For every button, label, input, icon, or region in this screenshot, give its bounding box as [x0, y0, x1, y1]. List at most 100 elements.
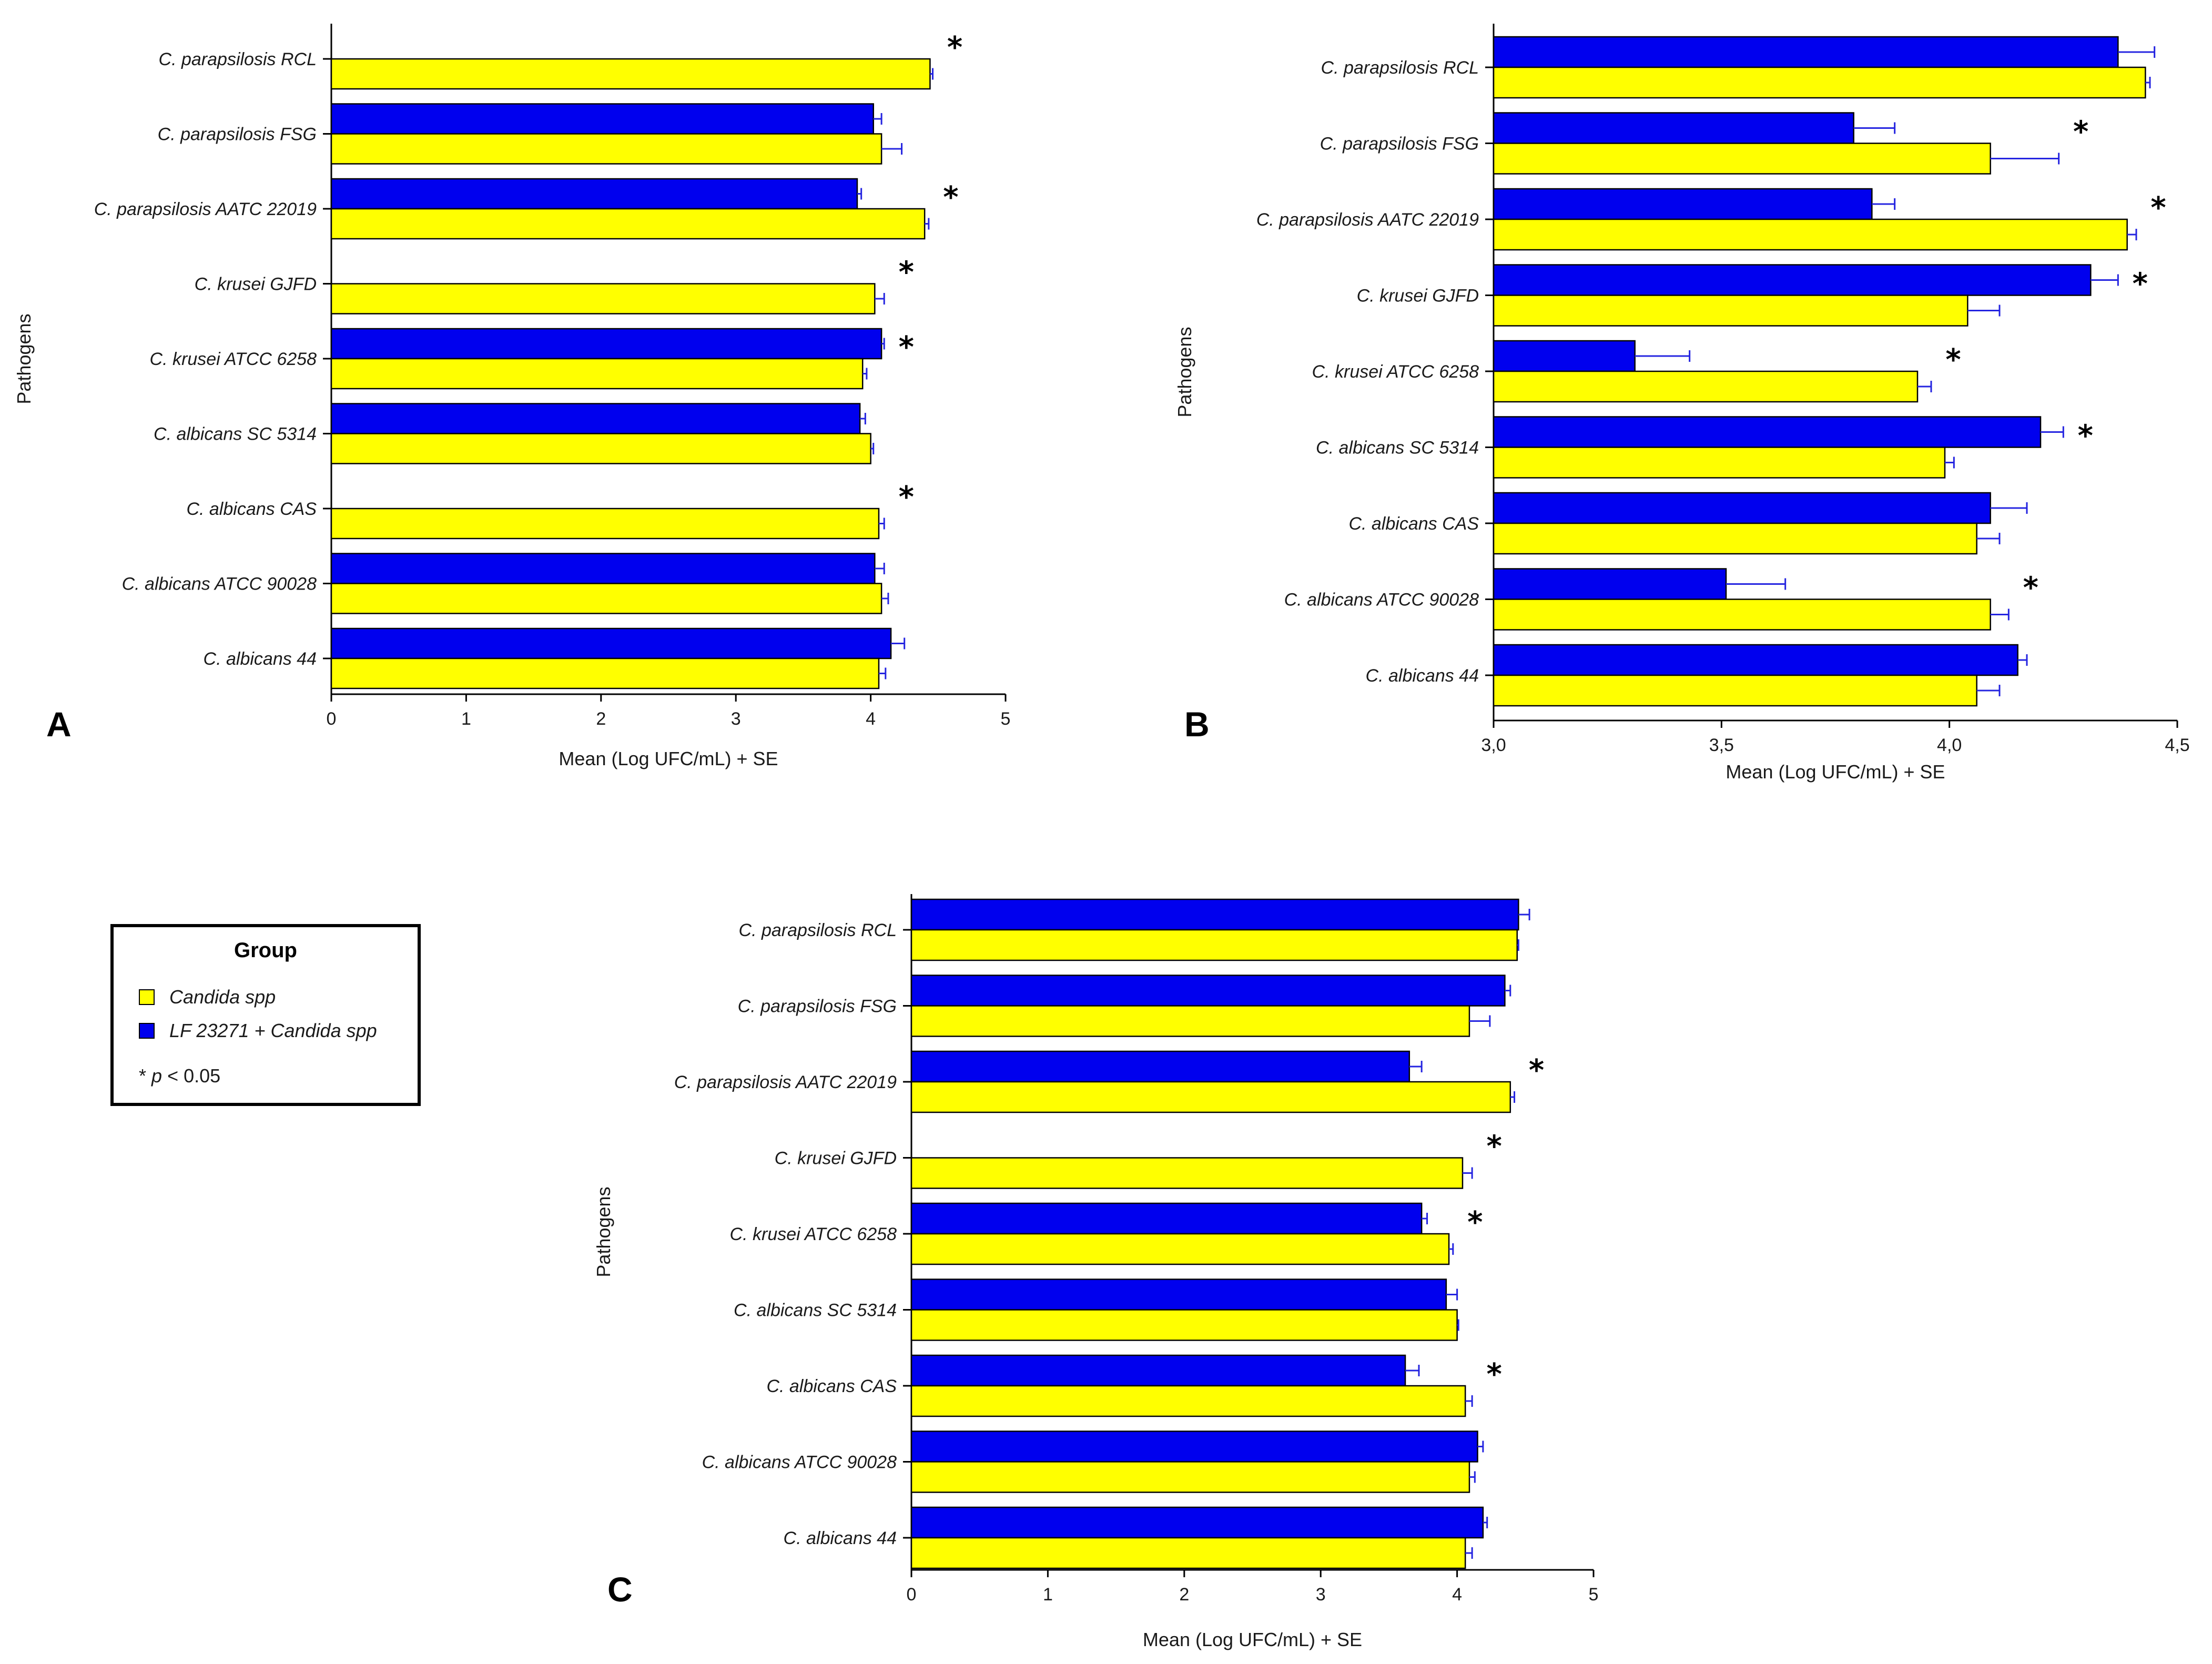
bar-lf-candida: [910, 1430, 1478, 1463]
category-label: C. parapsilosis RCL: [1321, 58, 1479, 78]
legend-significance-note: * p < 0.05: [139, 1065, 220, 1087]
bar-candida: [910, 1157, 1464, 1189]
bar-lf-candida: [910, 975, 1506, 1007]
category-label: C. albicans SC 5314: [1316, 438, 1479, 458]
bar-lf-candida: [1493, 36, 2119, 68]
bar-lf-candida: [1493, 644, 2018, 676]
category-label: C. parapsilosis AATC 22019: [674, 1072, 897, 1092]
bar-lf-candida: [330, 103, 874, 135]
bar-candida: [1493, 370, 1919, 403]
category-label: C. albicans 44: [1366, 666, 1479, 686]
bar-lf-candida: [1493, 568, 1727, 600]
significance-star: *: [1486, 1357, 1501, 1392]
category-label: C. parapsilosis FSG: [158, 125, 317, 145]
bar-candida: [330, 58, 931, 90]
category-label: C. albicans 44: [784, 1528, 897, 1548]
bar-lf-candida: [330, 403, 861, 434]
category-label: C. parapsilosis RCL: [739, 920, 897, 940]
bar-candida: [1493, 522, 1977, 555]
panel-label: A: [46, 705, 72, 744]
legend-swatch-blue: [139, 1023, 155, 1039]
bar-candida: [910, 1385, 1466, 1417]
legend-note-p: p: [151, 1065, 163, 1087]
bar-candida: [330, 133, 882, 165]
bar-lf-candida: [1493, 188, 1873, 220]
significance-star: *: [899, 256, 914, 290]
bar-lf-candida: [1493, 264, 2092, 296]
x-tick-label: 2: [596, 709, 606, 729]
bar-lf-candida: [910, 1506, 1484, 1539]
category-label: C. albicans CAS: [186, 499, 317, 519]
bar-candida: [1493, 295, 1969, 327]
x-tick-label: 2: [1179, 1585, 1189, 1605]
significance-star: *: [2150, 191, 2166, 225]
legend: Group Candida spp LF 23271 + Candida spp…: [110, 924, 421, 1106]
bar-candida: [910, 1461, 1470, 1493]
bar-candida: [910, 1233, 1450, 1265]
category-label: C. albicans SC 5314: [154, 424, 317, 444]
bar-lf-candida: [1493, 340, 1636, 372]
category-label: C. albicans ATCC 90028: [122, 574, 317, 594]
category-label: C. krusei ATCC 6258: [150, 349, 317, 369]
bar-lf-candida: [330, 328, 882, 360]
bar-candida: [1493, 598, 1991, 631]
x-axis-title: Mean (Log UFC/mL) + SE: [559, 748, 778, 769]
bar-candida: [330, 508, 880, 540]
category-label: C. krusei GJFD: [775, 1149, 897, 1169]
category-label: C. albicans 44: [204, 649, 317, 669]
legend-label-candida: Candida spp: [169, 986, 276, 1008]
bar-candida: [330, 208, 926, 240]
bar-lf-candida: [1493, 492, 1991, 524]
significance-star: *: [943, 180, 958, 215]
significance-star: *: [2073, 115, 2088, 149]
bar-candida: [330, 433, 871, 464]
bar-lf-candida: [910, 1202, 1423, 1235]
panel-C: 0 1 2 3 4 5 Mean (Log UFC/mL) + SE Pathogens C C.…: [593, 894, 1598, 1650]
category-label: C. parapsilosis RCL: [159, 49, 317, 69]
panel-label: C: [607, 1570, 633, 1609]
panel-B: 3,0 3,5 4,0 4,5 Mean (Log UFC/mL) + SE Pathog…: [1174, 24, 2190, 783]
bar-candida: [1493, 218, 2128, 251]
bar-lf-candida: [330, 178, 858, 210]
legend-item-candida: Candida spp: [139, 986, 276, 1008]
y-axis-title: Pathogens: [593, 1186, 614, 1277]
x-tick-label: 3,0: [1481, 735, 1506, 755]
category-label: C. albicans ATCC 90028: [1284, 590, 1479, 610]
x-tick-label: 5: [1001, 709, 1011, 729]
bar-candida: [1493, 447, 1946, 479]
legend-item-lf-candida: LF 23271 + Candida spp: [139, 1020, 377, 1042]
panel-label: B: [1184, 705, 1210, 744]
panel-A: 0 1 2 3 4 5 Mean (Log UFC/mL) + SE Pathogens A C.…: [13, 24, 1010, 769]
bar-candida: [330, 283, 876, 314]
category-label: C. albicans CAS: [766, 1376, 897, 1396]
x-tick-label: 4: [1452, 1585, 1462, 1605]
bar-lf-candida: [910, 1050, 1411, 1083]
legend-swatch-yellow: [139, 989, 155, 1005]
category-label: C. krusei ATCC 6258: [730, 1224, 897, 1244]
bar-candida: [910, 1005, 1470, 1037]
legend-note-rest: < 0.05: [162, 1065, 221, 1087]
x-tick-label: 0: [327, 709, 337, 729]
legend-label-lf-candida: LF 23271 + Candida spp: [169, 1020, 377, 1041]
significance-star: *: [1467, 1205, 1483, 1240]
bar-candida: [330, 358, 864, 390]
x-tick-label: 4,0: [1937, 735, 1962, 755]
significance-star: *: [1486, 1130, 1501, 1164]
x-tick-label: 1: [461, 709, 471, 729]
x-tick-label: 5: [1589, 1585, 1599, 1605]
bar-lf-candida: [1493, 416, 2042, 448]
legend-title: Group: [234, 939, 297, 962]
x-tick-label: 3: [731, 709, 741, 729]
category-label: C. krusei ATCC 6258: [1312, 362, 1479, 382]
bar-lf-candida: [910, 1354, 1406, 1387]
bar-lf-candida: [1493, 112, 1854, 144]
category-label: C. parapsilosis AATC 22019: [1256, 210, 1479, 230]
category-label: C. parapsilosis FSG: [1320, 134, 1479, 154]
x-axis-title: Mean (Log UFC/mL) + SE: [1143, 1629, 1362, 1650]
x-tick-label: 3: [1316, 1585, 1326, 1605]
bar-candida: [910, 1081, 1511, 1113]
significance-star: *: [2078, 419, 2093, 453]
significance-star: *: [1529, 1053, 1544, 1088]
significance-star: *: [1945, 343, 1961, 377]
category-label: C. krusei GJFD: [195, 275, 317, 295]
